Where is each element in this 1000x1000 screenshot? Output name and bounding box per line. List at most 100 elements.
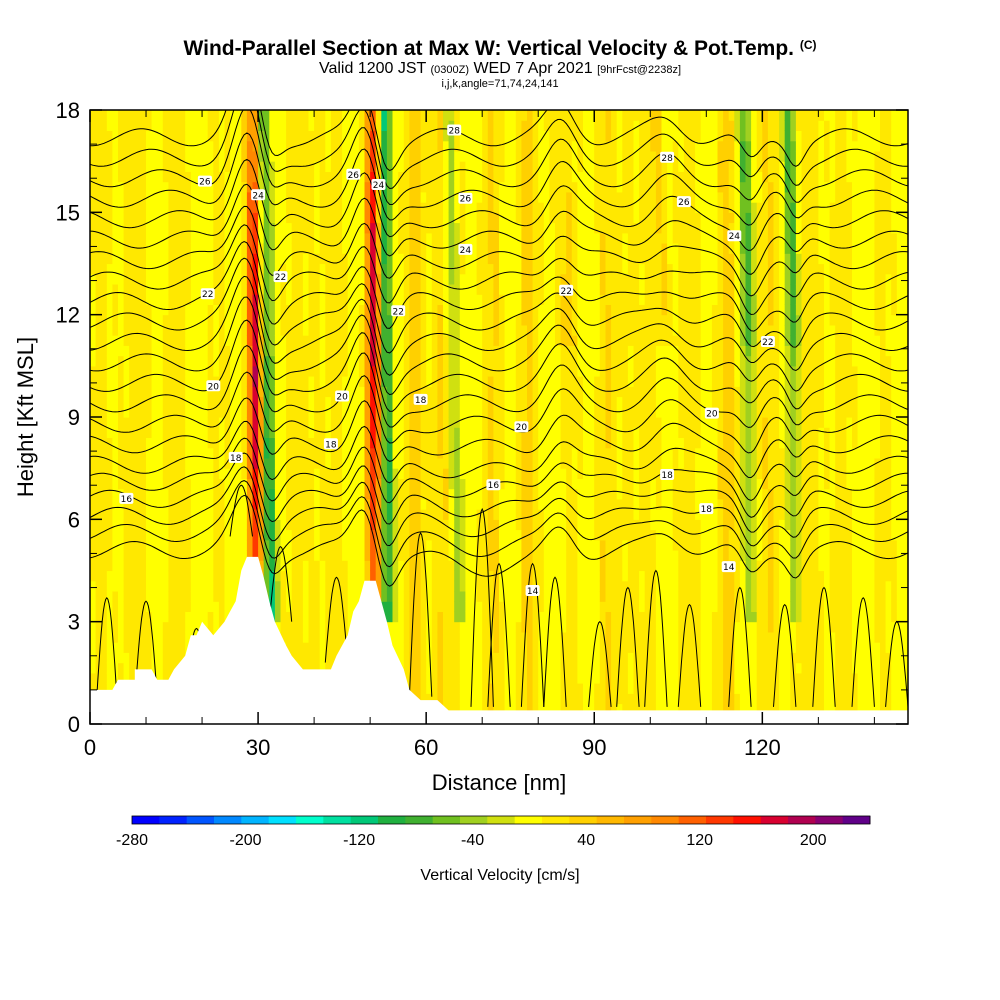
velocity-cell	[286, 294, 293, 305]
velocity-cell	[330, 191, 338, 203]
velocity-cell	[185, 580, 192, 592]
velocity-cell	[280, 580, 287, 592]
velocity-cell	[291, 652, 298, 664]
velocity-cell	[202, 232, 209, 244]
velocity-cell	[134, 253, 141, 265]
velocity-cell	[230, 539, 237, 551]
velocity-cell	[487, 611, 494, 623]
velocity-cell	[375, 550, 382, 561]
velocity-cell	[207, 396, 214, 408]
velocity-cell	[420, 345, 427, 357]
velocity-cell	[101, 212, 108, 224]
velocity-cell	[448, 621, 455, 633]
velocity-cell	[487, 652, 494, 664]
velocity-cell	[118, 110, 125, 121]
velocity-cell	[465, 263, 472, 275]
velocity-cell	[90, 161, 97, 172]
velocity-cell	[190, 488, 197, 500]
velocity-cell	[504, 284, 511, 295]
velocity-cell	[347, 202, 354, 213]
velocity-cell	[336, 509, 343, 520]
velocity-cell	[527, 611, 534, 623]
velocity-cell	[415, 355, 422, 367]
velocity-cell	[510, 243, 517, 254]
velocity-cell	[409, 478, 416, 490]
velocity-cell	[258, 273, 265, 285]
velocity-cell	[258, 171, 265, 183]
velocity-cell	[437, 601, 444, 612]
velocity-cell	[482, 273, 489, 285]
velocity-cell	[179, 529, 186, 541]
velocity-cell	[207, 243, 214, 254]
velocity-cell	[476, 273, 483, 285]
velocity-cell	[353, 284, 360, 295]
velocity-cell	[101, 120, 108, 131]
velocity-cell	[476, 457, 483, 469]
velocity-cell	[454, 110, 461, 121]
velocity-cell	[420, 631, 427, 643]
velocity-cell	[258, 294, 265, 305]
velocity-cell	[185, 212, 192, 224]
velocity-cell	[123, 324, 130, 336]
velocity-cell	[459, 171, 466, 183]
velocity-cell	[426, 519, 433, 531]
velocity-cell	[179, 335, 186, 346]
velocity-cell	[398, 345, 405, 357]
velocity-cell	[415, 140, 422, 152]
velocity-cell	[269, 232, 276, 244]
velocity-cell	[543, 161, 550, 172]
velocity-cell	[252, 202, 259, 213]
velocity-cell	[465, 181, 472, 193]
velocity-cell	[358, 345, 366, 357]
velocity-cell	[140, 140, 147, 152]
velocity-cell	[431, 488, 438, 500]
velocity-cell	[162, 447, 169, 459]
velocity-cell	[213, 570, 220, 582]
velocity-cell	[146, 202, 153, 213]
velocity-cell	[235, 417, 242, 428]
velocity-cell	[162, 560, 169, 572]
velocity-cell	[213, 498, 220, 510]
velocity-cell	[386, 161, 394, 172]
velocity-cell	[381, 488, 388, 500]
velocity-cell	[336, 222, 343, 234]
velocity-cell	[95, 253, 102, 265]
velocity-cell	[291, 580, 298, 592]
velocity-cell	[482, 539, 489, 551]
velocity-cell	[179, 140, 186, 152]
velocity-cell	[487, 304, 494, 316]
velocity-cell	[510, 509, 517, 520]
velocity-cell	[168, 150, 175, 162]
velocity-cell	[543, 683, 550, 694]
velocity-cell	[482, 253, 489, 265]
velocity-cell	[185, 222, 192, 234]
velocity-cell	[409, 652, 416, 664]
velocity-cell	[499, 304, 506, 316]
velocity-cell	[426, 478, 433, 490]
velocity-cell	[258, 396, 265, 408]
velocity-cell	[392, 365, 399, 377]
velocity-cell	[151, 273, 158, 285]
velocity-cell	[112, 519, 119, 531]
velocity-cell	[101, 662, 108, 674]
velocity-cell	[140, 621, 147, 633]
velocity-cell	[543, 570, 550, 582]
velocity-cell	[325, 580, 332, 592]
velocity-cell	[431, 570, 438, 582]
velocity-cell	[364, 263, 371, 275]
velocity-cell	[308, 273, 315, 285]
velocity-cell	[246, 345, 254, 357]
velocity-cell	[538, 345, 545, 357]
velocity-cell	[465, 591, 472, 602]
velocity-cell	[532, 693, 539, 705]
velocity-cell	[325, 509, 332, 520]
velocity-cell	[330, 181, 338, 193]
velocity-cell	[291, 406, 298, 418]
velocity-cell	[504, 642, 511, 653]
velocity-cell	[157, 324, 164, 336]
velocity-cell	[493, 529, 500, 541]
velocity-cell	[538, 621, 545, 633]
velocity-cell	[274, 171, 282, 183]
velocity-cell	[190, 427, 197, 438]
velocity-cell	[90, 263, 97, 275]
